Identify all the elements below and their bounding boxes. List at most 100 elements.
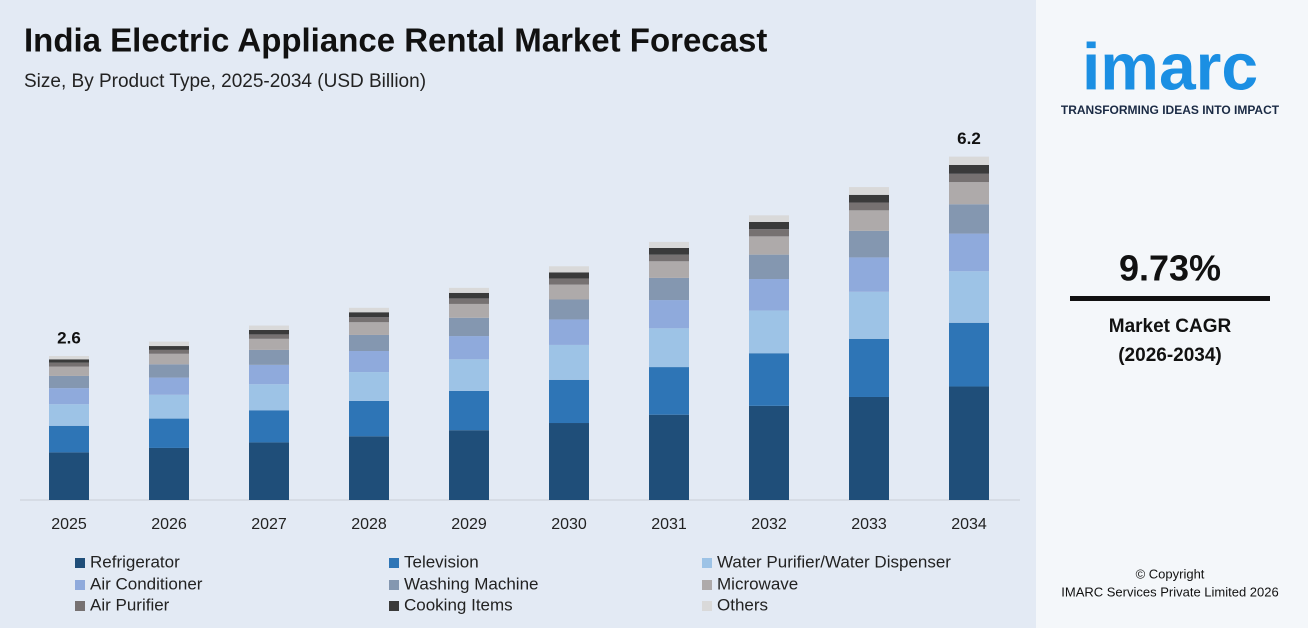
bar-segment: [349, 436, 389, 500]
bar-segment: [949, 322, 989, 387]
bar-segment: [749, 279, 789, 311]
bar-segment: [849, 291, 889, 339]
bar-segment: [749, 310, 789, 354]
bar-segment: [349, 322, 389, 335]
bar-segment: [149, 346, 189, 350]
bar-segment: [949, 204, 989, 234]
legend-swatch: [702, 601, 712, 611]
bar-segment: [149, 364, 189, 378]
x-tick-label: 2025: [51, 516, 87, 533]
bar-segment: [649, 414, 689, 500]
bar-segment: [949, 164, 989, 174]
x-tick-label: 2033: [851, 516, 887, 533]
x-tick-label: 2029: [451, 516, 487, 533]
copyright: © Copyright: [1136, 566, 1205, 581]
bar-segment: [949, 271, 989, 323]
legend-label: Microwave: [717, 574, 798, 593]
bar-segment: [249, 349, 289, 365]
divider: [1070, 296, 1270, 301]
bar-segment: [249, 364, 289, 385]
bar-segment: [549, 284, 589, 300]
x-tick-label: 2028: [351, 516, 387, 533]
bar-segment: [149, 341, 189, 347]
bar-segment: [749, 353, 789, 406]
bar-segment: [649, 254, 689, 262]
bar-segment: [949, 233, 989, 272]
x-tick-label: 2026: [151, 516, 187, 533]
bar-segment: [649, 300, 689, 329]
side-panel: [1036, 0, 1308, 628]
bar-segment: [849, 338, 889, 397]
company: IMARC Services Private Limited 2026: [1061, 584, 1278, 599]
legend-label: Air Conditioner: [90, 574, 203, 593]
bar-segment: [149, 394, 189, 419]
bar-segment: [949, 173, 989, 183]
chart-title: India Electric Appliance Rental Market F…: [24, 22, 767, 59]
bar-segment: [49, 362, 89, 367]
cagr-value: 9.73%: [1119, 248, 1221, 289]
x-tick-label: 2027: [251, 516, 287, 533]
legend-label: Washing Machine: [404, 574, 539, 593]
legend-label: Others: [717, 595, 768, 614]
bar-segment: [149, 353, 189, 365]
bar-segment: [949, 386, 989, 500]
bar-segment: [349, 351, 389, 373]
bar-segment: [49, 356, 89, 360]
bar-segment: [549, 379, 589, 424]
legend-swatch: [75, 580, 85, 590]
total-label: 6.2: [957, 129, 981, 148]
bar-segment: [249, 384, 289, 411]
bar-segment: [849, 257, 889, 292]
x-tick-label: 2031: [651, 516, 687, 533]
bar-segment: [49, 359, 89, 363]
bar-segment: [149, 349, 189, 354]
bar-segment: [249, 338, 289, 350]
bar-segment: [649, 328, 689, 368]
bar-segment: [749, 254, 789, 280]
bar-segment: [249, 334, 289, 339]
x-tick-label: 2030: [551, 516, 587, 533]
bar-segment: [449, 298, 489, 304]
bar-segment: [449, 336, 489, 360]
bar-segment: [449, 317, 489, 337]
bar-segment: [749, 229, 789, 237]
bar-segment: [249, 329, 289, 335]
legend-swatch: [389, 580, 399, 590]
bar-segment: [249, 325, 289, 330]
bar-segment: [49, 452, 89, 500]
bar-segment: [449, 430, 489, 500]
bar-segment: [849, 230, 889, 258]
bar-segment: [449, 287, 489, 293]
x-tick-label: 2034: [951, 516, 987, 533]
legend-swatch: [75, 601, 85, 611]
bar-segment: [449, 359, 489, 391]
legend-swatch: [389, 558, 399, 568]
bar-segment: [549, 299, 589, 320]
bar-segment: [349, 334, 389, 352]
legend-swatch: [75, 558, 85, 568]
bar-segment: [49, 375, 89, 389]
legend-label: Cooking Items: [404, 595, 513, 614]
bar-segment: [649, 248, 689, 255]
bar-segment: [749, 405, 789, 500]
bar-segment: [849, 396, 889, 500]
bar-segment: [749, 236, 789, 255]
bar-segment: [849, 210, 889, 231]
x-tick-label: 2032: [751, 516, 787, 533]
bar-segment: [549, 423, 589, 500]
legend-label: Air Purifier: [90, 595, 170, 614]
bar-segment: [349, 400, 389, 437]
legend-label: Water Purifier/Water Dispenser: [717, 552, 951, 571]
bar-segment: [849, 202, 889, 211]
bar-segment: [749, 215, 789, 222]
bar-segment: [249, 442, 289, 500]
bar-segment: [949, 156, 989, 165]
bar-segment: [649, 277, 689, 301]
bar-segment: [949, 182, 989, 205]
bar-segment: [649, 241, 689, 248]
tagline: TRANSFORMING IDEAS INTO IMPACT: [1061, 103, 1280, 117]
cagr-label: Market CAGR: [1109, 316, 1232, 337]
bar-segment: [49, 404, 89, 426]
